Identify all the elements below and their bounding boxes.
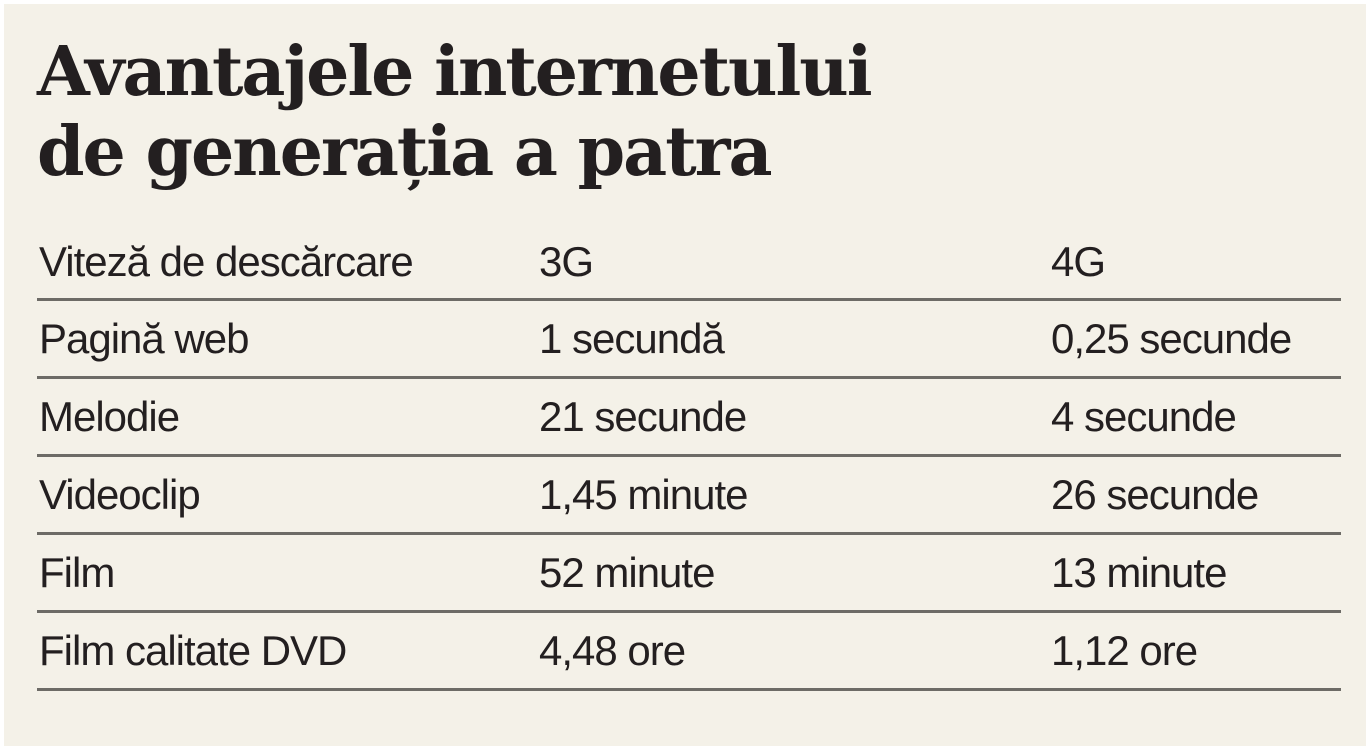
row-label: Videoclip	[39, 470, 201, 518]
table-row: Film calitate DVD 4,48 ore 1,12 ore	[37, 613, 1341, 691]
value-4g: 0,25 secunde	[1051, 314, 1292, 362]
chart-title: Avantajele internetului de generația a p…	[37, 32, 873, 192]
title-line-1: Avantajele internetului	[37, 32, 873, 112]
row-label: Film	[39, 548, 115, 596]
value-4g: 13 minute	[1051, 548, 1227, 596]
value-3g: 52 minute	[539, 548, 715, 596]
row-label: Pagină web	[39, 314, 249, 362]
row-label: Melodie	[39, 392, 180, 440]
title-line-2: de generația a patra	[37, 112, 772, 192]
row-label: Film calitate DVD	[39, 626, 347, 674]
value-4g: 1,12 ore	[1051, 626, 1198, 674]
table-row: Videoclip 1,45 minute 26 secunde	[37, 457, 1341, 535]
table-row: Pagină web 1 secundă 0,25 secunde	[37, 301, 1341, 379]
value-4g: 4 secunde	[1051, 392, 1237, 440]
header-cell-3g: 3G	[539, 238, 594, 285]
table-row: Melodie 21 secunde 4 secunde	[37, 379, 1341, 457]
table-header-row: Viteză de descărcare 3G 4G	[37, 226, 1341, 301]
header-cell-4g: 4G	[1051, 238, 1106, 285]
value-3g: 1 secundă	[539, 314, 725, 362]
value-3g: 1,45 minute	[539, 470, 748, 518]
table-row: Film 52 minute 13 minute	[37, 535, 1341, 613]
comparison-table: Viteză de descărcare 3G 4G Pagină web 1 …	[37, 226, 1341, 691]
value-3g: 21 secunde	[539, 392, 747, 440]
value-3g: 4,48 ore	[539, 626, 686, 674]
header-cell-download-speed: Viteză de descărcare	[39, 238, 414, 285]
value-4g: 26 secunde	[1051, 470, 1259, 518]
